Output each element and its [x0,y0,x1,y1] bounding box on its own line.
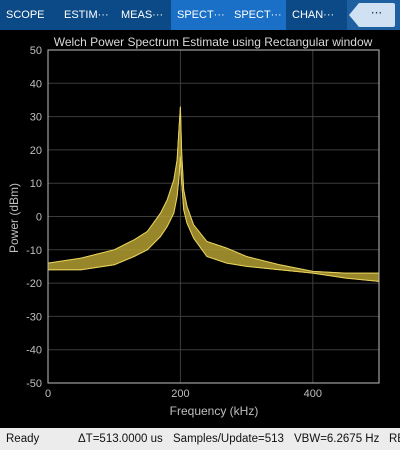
tab-spectrum-2[interactable]: SPECT··· [228,0,286,30]
chart-background [0,30,400,428]
y-tick-label: -40 [26,345,42,357]
x-tick-label: 0 [45,388,51,400]
status-bar: Ready ΔT=513.0000 us Samples/Update=513 … [0,428,400,450]
y-tick-label: -20 [26,278,42,290]
plot-area: Welch Power Spectrum Estimate using Rect… [0,30,400,428]
y-tick-label: -10 [26,245,42,257]
tab-measurements[interactable]: MEAS··· [121,9,164,21]
tab-channel[interactable]: CHAN··· [292,9,335,21]
more-tabs-button[interactable]: ··· [358,3,395,27]
status-vbw: VBW=6.2675 Hz [294,433,380,445]
y-tick-label: -30 [26,311,42,323]
axes-box [47,49,380,384]
tab-scope[interactable]: SCOPE [6,9,45,21]
spectrum-chart: Welch Power Spectrum Estimate using Rect… [0,30,400,428]
status-state: Ready [6,433,40,445]
y-tick-label: 20 [30,145,42,157]
spectrum-lower-trace [48,156,380,282]
chart-title: Welch Power Spectrum Estimate using Rect… [54,35,373,49]
status-rbw: RBW [389,433,400,445]
y-tick-label: 10 [30,178,42,190]
y-tick-label: 40 [30,78,42,90]
tab-bar: SCOPE ESTIM··· MEAS··· SPECT··· SPECT···… [0,0,400,30]
y-tick-label: 50 [30,45,42,57]
tab-spectrum-1[interactable]: SPECT··· [171,0,228,30]
x-axis-label: Frequency (kHz) [170,404,259,418]
status-delta-t: ΔT=513.0000 us [78,433,163,445]
spectrum-upper-trace [47,106,379,274]
tab-estimation[interactable]: ESTIM··· [64,9,109,21]
chevron-left-icon[interactable] [349,3,359,27]
y-tick-label: 0 [36,212,42,224]
y-tick-label: -50 [26,378,42,390]
x-tick-label: 400 [304,388,322,400]
y-axis-label: Power (dBm) [7,183,21,253]
y-tick-label: 30 [30,112,42,124]
status-samples-per-update: Samples/Update=513 [173,433,284,445]
x-tick-label: 200 [171,388,189,400]
